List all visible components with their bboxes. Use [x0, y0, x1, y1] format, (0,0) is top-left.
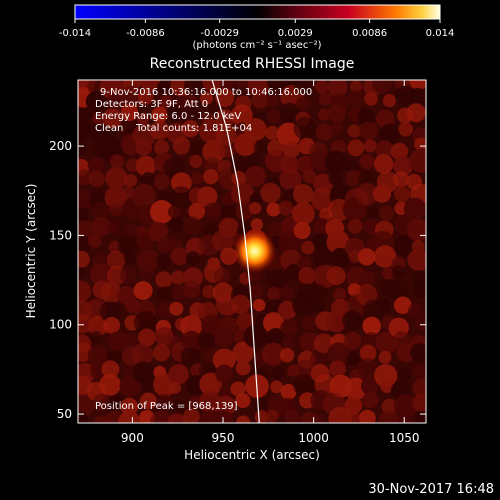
- colorbar: [74, 4, 441, 20]
- footer-date: 30-Nov-2017 16:48: [368, 482, 494, 497]
- y-axis-label: Heliocentric Y (arcsec): [24, 184, 38, 319]
- annotation-counts: Clean Total counts: 1.81E+04: [95, 123, 252, 134]
- colorbar-tick-label: 0.014: [426, 28, 455, 39]
- colorbar-units: (photons cm⁻² s⁻¹ asec⁻²): [192, 40, 321, 51]
- x-tick-label: 950: [212, 431, 235, 445]
- annotation-energy: Energy Range: 6.0 - 12.0 keV: [95, 111, 241, 122]
- x-tick-label: 900: [121, 431, 144, 445]
- flare-peak: [232, 229, 277, 274]
- y-tick-label: 150: [49, 228, 72, 242]
- colorbar-tick-label: -0.0086: [126, 28, 165, 39]
- x-tick-label: 1000: [298, 431, 329, 445]
- axis-ticks: 900 950 1000 1050 50 100 150 200: [49, 80, 426, 445]
- colorbar-tick-label: 0.0086: [352, 28, 387, 39]
- y-tick-label: 50: [57, 407, 72, 421]
- y-tick-label: 100: [49, 318, 72, 332]
- x-axis-label: Heliocentric X (arcsec): [184, 448, 320, 462]
- colorbar-ticks: -0.014 -0.0086 -0.0029 0.0029 0.0086 0.014: [59, 19, 454, 39]
- plot-frame: [77, 79, 427, 424]
- colorbar-tick-label: -0.0029: [200, 28, 239, 39]
- heatmap-image: [78, 80, 426, 423]
- x-tick-label: 1050: [389, 431, 420, 445]
- annotation-detectors: Detectors: 3F 9F, Att 0: [95, 99, 208, 110]
- peak-position-label: Position of Peak = [968,139]: [95, 401, 238, 412]
- chart-title: Reconstructed RHESSI Image: [150, 56, 355, 72]
- annotation-time: 9-Nov-2016 10:36:16.000 to 10:46:16.000: [100, 87, 312, 98]
- colorbar-tick-label: -0.014: [59, 28, 91, 39]
- y-tick-label: 200: [49, 139, 72, 153]
- solar-limb: [211, 80, 260, 423]
- colorbar-tick-label: 0.0029: [278, 28, 313, 39]
